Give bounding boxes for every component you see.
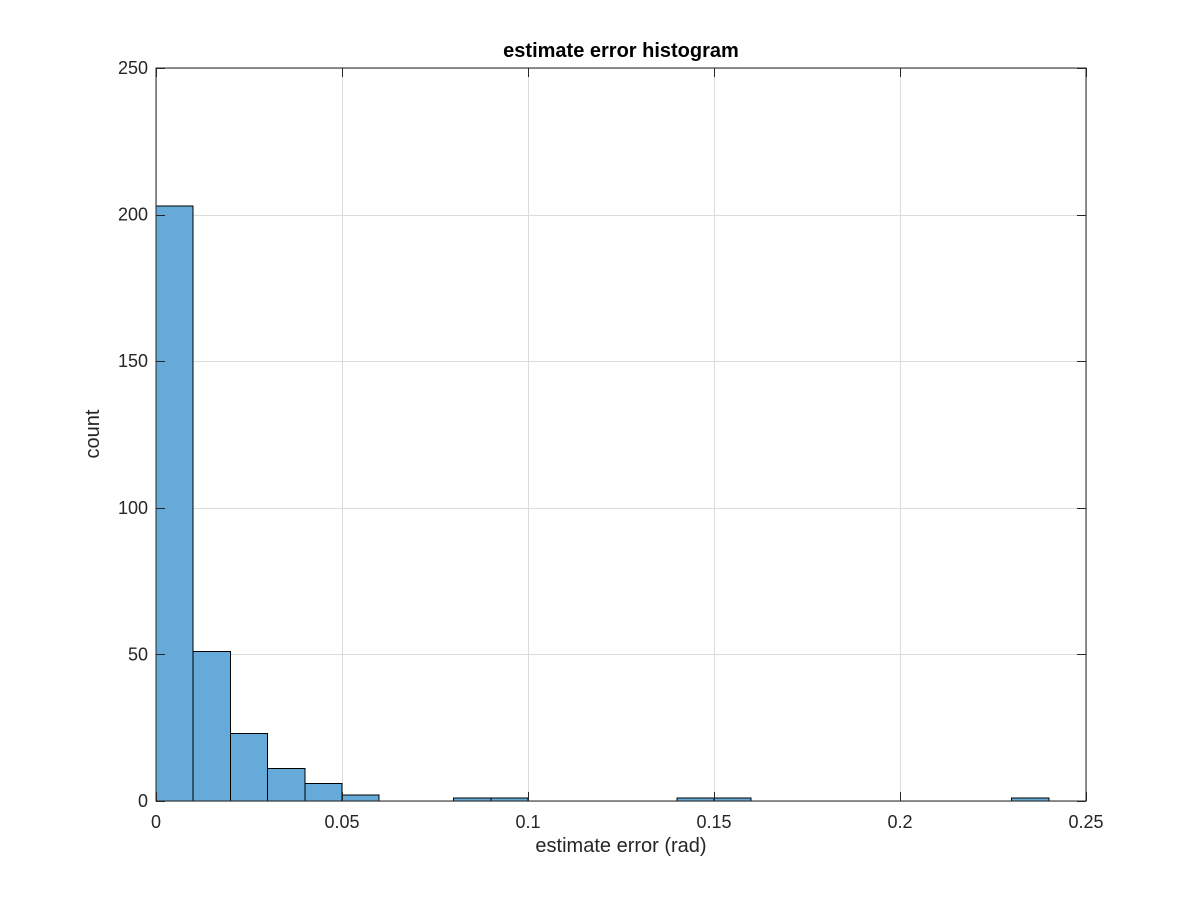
x-tick-label: 0.1	[515, 812, 540, 832]
y-tick-label: 100	[118, 498, 148, 518]
x-tick-label: 0.2	[887, 812, 912, 832]
histogram-bar	[155, 205, 194, 802]
x-tick-label: 0.15	[696, 812, 731, 832]
histogram-bar	[229, 733, 269, 802]
axes-frame	[155, 67, 1087, 802]
histogram-bar	[192, 650, 231, 802]
bars-group	[155, 205, 1050, 802]
x-tick-label: 0	[151, 812, 161, 832]
y-tick-labels: 0 50 100 150 200 250	[118, 58, 148, 811]
grid-lines	[156, 68, 1087, 802]
y-tick-label: 50	[128, 644, 148, 664]
y-tick-label: 200	[118, 205, 148, 225]
axes-background	[156, 68, 1086, 801]
tick-marks	[156, 68, 1087, 802]
histogram-bar	[267, 768, 306, 802]
y-tick-label: 250	[118, 58, 148, 78]
y-axis-label: count	[82, 409, 104, 458]
x-axis-label: estimate error (rad)	[535, 835, 706, 857]
histogram-bar	[304, 782, 343, 802]
chart-title: estimate error histogram	[503, 40, 739, 62]
y-tick-label: 150	[118, 351, 148, 371]
histogram-bar	[341, 794, 380, 802]
x-tick-label: 0.05	[324, 812, 359, 832]
x-tick-label: 0.25	[1068, 812, 1103, 832]
x-tick-labels: 0 0.05 0.1 0.15 0.2 0.25	[151, 812, 1104, 832]
y-tick-label: 0	[138, 791, 148, 811]
